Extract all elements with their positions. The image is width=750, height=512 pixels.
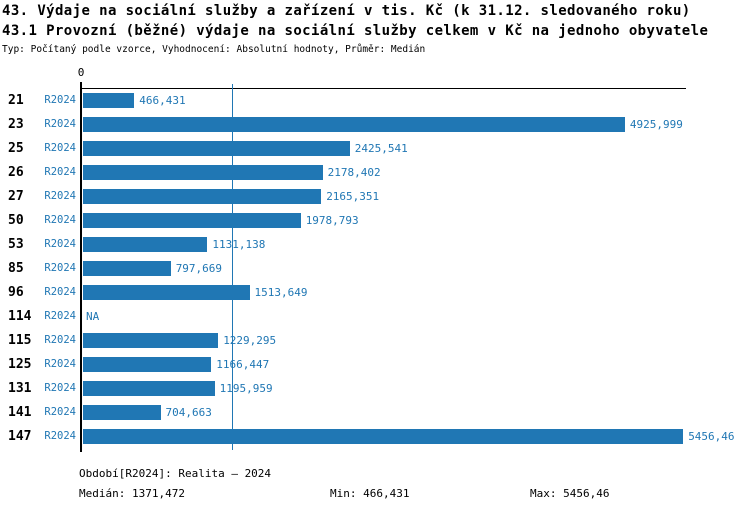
value-label: 466,431	[139, 93, 186, 107]
row-series-label: R2024	[44, 94, 76, 106]
chart-row: 114 R2024 NA	[0, 304, 750, 328]
row-series-label: R2024	[44, 118, 76, 130]
value-label: 1978,793	[305, 213, 359, 227]
value-bar	[83, 236, 208, 252]
chart-row: 50 R2024 1978,793	[0, 208, 750, 232]
value-bar	[83, 140, 350, 156]
value-label: 797,669	[175, 261, 223, 275]
value-bar	[83, 356, 212, 372]
plot-rows: 21 R2024 466,431 23 R2024 4925,999 25 R2024 2425…	[0, 88, 750, 448]
row-series-label: R2024	[44, 310, 76, 322]
value-label: 2425,541	[354, 141, 408, 155]
page-title: 43. Výdaje na sociální služby a zařízení…	[2, 3, 691, 19]
value-label: 2178,402	[327, 165, 381, 179]
row-series-label: R2024	[44, 238, 76, 250]
row-series-label: R2024	[44, 262, 76, 274]
value-bar	[83, 404, 161, 420]
value-bar	[83, 284, 250, 300]
value-bar	[83, 92, 135, 108]
row-series-label: R2024	[44, 334, 76, 346]
value-label: 2165,351	[326, 189, 380, 203]
value-label: 1195,959	[219, 381, 273, 395]
row-series-label: R2024	[44, 190, 76, 202]
row-category-label: 26	[8, 164, 24, 180]
row-series-label: R2024	[44, 430, 76, 442]
value-label: 1131,138	[212, 237, 266, 251]
row-category-label: 21	[8, 92, 24, 108]
chart-row: 147 R2024 5456,46	[0, 424, 750, 448]
value-label: 4925,999	[629, 117, 683, 131]
value-bar	[83, 188, 322, 204]
row-series-label: R2024	[44, 406, 76, 418]
chart-row: 131 R2024 1195,959	[0, 376, 750, 400]
value-label: 1229,295	[223, 333, 277, 347]
x-axis-zero-tick-label: 0	[77, 66, 85, 79]
row-category-label: 114	[8, 308, 32, 324]
row-series-label: R2024	[44, 358, 76, 370]
row-series-label: R2024	[44, 142, 76, 154]
chart-row: 115 R2024 1229,295	[0, 328, 750, 352]
row-category-label: 96	[8, 284, 24, 300]
row-series-label: R2024	[44, 166, 76, 178]
chart-row: 26 R2024 2178,402	[0, 160, 750, 184]
value-bar	[83, 212, 301, 228]
chart-row: 141 R2024 704,663	[0, 400, 750, 424]
row-category-label: 131	[8, 380, 32, 396]
row-category-label: 27	[8, 188, 24, 204]
row-series-label: R2024	[44, 286, 76, 298]
chart-row: 25 R2024 2425,541	[0, 136, 750, 160]
value-bar	[83, 380, 215, 396]
chart-row: 125 R2024 1166,447	[0, 352, 750, 376]
value-label: 1513,649	[254, 285, 308, 299]
row-category-label: 53	[8, 236, 24, 252]
chart-row: 53 R2024 1131,138	[0, 232, 750, 256]
period-label: Období[R2024]: Realita – 2024	[79, 467, 272, 480]
value-label: NA	[86, 309, 100, 323]
row-category-label: 23	[8, 116, 24, 132]
value-bar	[83, 116, 625, 132]
value-bar	[83, 260, 171, 276]
row-category-label: 147	[8, 428, 32, 444]
plot-top-border	[81, 88, 686, 89]
chart-subtitle: 43.1 Provozní (běžné) výdaje na sociální…	[2, 23, 709, 39]
chart-row: 96 R2024 1513,649	[0, 280, 750, 304]
row-series-label: R2024	[44, 382, 76, 394]
chart-row: 21 R2024 466,431	[0, 88, 750, 112]
row-category-label: 50	[8, 212, 24, 228]
row-category-label: 125	[8, 356, 32, 372]
row-category-label: 25	[8, 140, 24, 156]
chart-row: 23 R2024 4925,999	[0, 112, 750, 136]
row-category-label: 141	[8, 404, 32, 420]
value-bar	[83, 332, 219, 348]
median-stat: Medián: 1371,472	[79, 487, 185, 500]
row-category-label: 115	[8, 332, 32, 348]
max-stat: Max: 5456,46	[530, 487, 610, 500]
min-stat: Min: 466,431	[330, 487, 410, 500]
value-label: 5456,46	[688, 429, 735, 443]
value-label: 1166,447	[216, 357, 270, 371]
y-axis-line	[80, 82, 82, 452]
chart-meta-info: Typ: Počítaný podle vzorce, Vyhodnocení:…	[2, 44, 426, 55]
chart-row: 27 R2024 2165,351	[0, 184, 750, 208]
value-bar	[83, 428, 684, 444]
value-bar	[83, 164, 323, 180]
chart-row: 85 R2024 797,669	[0, 256, 750, 280]
row-series-label: R2024	[44, 214, 76, 226]
median-line	[231, 84, 233, 450]
value-label: 704,663	[165, 405, 212, 419]
row-category-label: 85	[8, 260, 24, 276]
